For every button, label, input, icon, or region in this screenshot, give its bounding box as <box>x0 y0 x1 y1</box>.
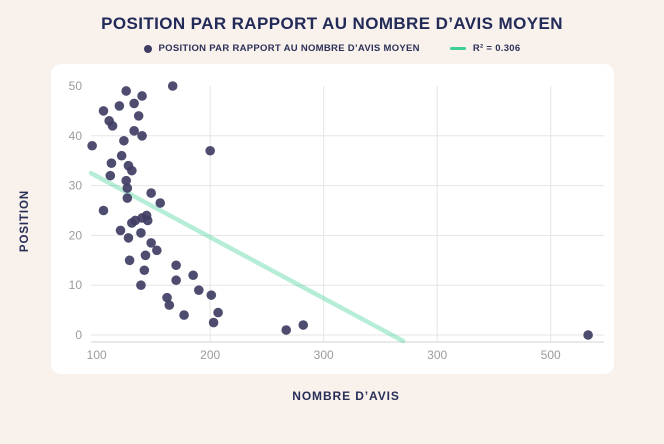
data-point <box>114 101 124 111</box>
data-point <box>297 320 308 330</box>
data-point <box>128 98 139 109</box>
chart-panel: 0 10 20 30 40 50 100 200 300 300 500 <box>50 64 614 374</box>
data-point <box>193 285 204 295</box>
data-point <box>204 145 215 156</box>
data-point <box>136 131 147 141</box>
data-point <box>98 205 108 216</box>
x-tick-label: 500 <box>540 348 560 362</box>
data-point <box>208 317 218 328</box>
legend-item-series[interactable]: POSITION PAR RAPPORT AU NOMBRE D’AVIS MO… <box>143 43 420 54</box>
data-point <box>122 193 132 203</box>
data-point <box>133 111 143 121</box>
y-tick-label: 50 <box>68 79 82 93</box>
data-point <box>128 126 139 136</box>
legend-item-trendline[interactable]: R² = 0.306 <box>449 43 521 54</box>
data-point <box>582 330 593 340</box>
data-point <box>115 225 125 236</box>
data-point <box>123 233 133 243</box>
data-point <box>116 150 126 161</box>
x-tick-label: 300 <box>313 348 333 362</box>
data-point <box>139 265 149 276</box>
legend-trend-label: R² = 0.306 <box>472 43 521 54</box>
data-point <box>118 135 129 146</box>
data-point <box>124 255 134 266</box>
data-point <box>206 290 216 300</box>
data-point <box>187 270 198 281</box>
page-title: POSITION PAR RAPPORT AU NOMBRE D’AVIS MO… <box>101 14 563 33</box>
data-point <box>135 228 146 238</box>
data-point <box>161 292 172 303</box>
y-tick-label: 10 <box>68 278 82 292</box>
data-point <box>142 215 153 226</box>
y-tick-label: 20 <box>68 228 82 242</box>
data-point <box>122 183 132 193</box>
x-tick-label: 300 <box>427 348 447 362</box>
data-point <box>120 86 131 96</box>
y-tick-label: 0 <box>75 328 82 342</box>
data-point <box>212 307 223 318</box>
data-point <box>140 250 150 261</box>
data-point <box>135 280 146 290</box>
data-point <box>104 170 115 181</box>
data-point <box>120 175 131 186</box>
data-point <box>280 325 291 335</box>
data-point <box>164 300 174 310</box>
data-point <box>98 106 108 116</box>
x-tick-label: 100 <box>86 348 106 362</box>
y-axis-label: POSITION <box>19 189 31 253</box>
data-point <box>86 140 97 151</box>
x-axis-label: NOMBRE D’AVIS <box>292 389 400 403</box>
y-tick-label: 30 <box>68 179 82 193</box>
legend-point-icon <box>143 44 152 53</box>
trendline <box>88 170 405 344</box>
data-point <box>151 245 162 256</box>
data-point <box>136 91 147 101</box>
data-point <box>107 121 117 131</box>
scatter-plot: 0 10 20 30 40 50 100 200 300 300 500 <box>68 79 604 362</box>
x-tick-label: 200 <box>200 348 220 362</box>
data-point <box>145 188 156 198</box>
data-point <box>126 165 137 176</box>
data-point <box>106 158 116 168</box>
data-point <box>170 260 181 271</box>
data-point <box>170 275 181 286</box>
data-point <box>154 198 165 208</box>
data-point <box>167 81 178 91</box>
legend-series-label: POSITION PAR RAPPORT AU NOMBRE D’AVIS MO… <box>158 43 420 54</box>
y-tick-label: 40 <box>68 129 82 143</box>
legend-trendline-icon <box>449 47 466 50</box>
chart-legend: POSITION PAR RAPPORT AU NOMBRE D’AVIS MO… <box>0 43 664 54</box>
data-point <box>178 310 189 320</box>
data-point <box>145 238 156 248</box>
